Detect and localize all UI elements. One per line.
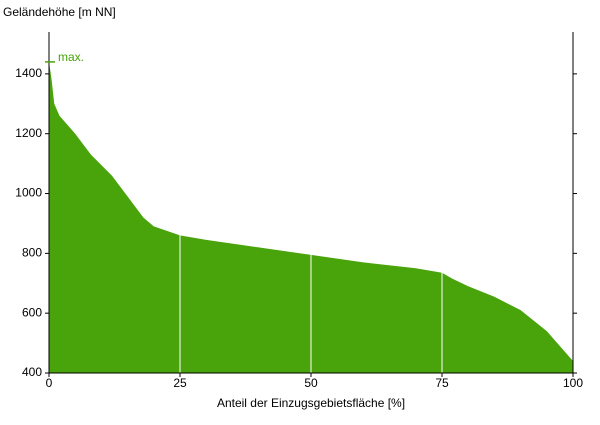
x-tick-label: 100 <box>563 376 583 390</box>
x-tick-label: 25 <box>173 376 187 390</box>
max-label: max. <box>58 50 84 64</box>
x-tick-label: 75 <box>435 376 449 390</box>
x-tick-label: 0 <box>46 376 53 390</box>
chart-title: Geländehöhe [m NN] <box>3 5 116 19</box>
y-tick-label: 800 <box>22 246 42 260</box>
y-tick-label: 400 <box>22 365 42 379</box>
x-axis-label: Anteil der Einzugsgebietsfläche [%] <box>217 396 405 410</box>
y-tick-label: 1200 <box>15 126 42 140</box>
y-tick-label: 1400 <box>15 66 42 80</box>
y-tick-label: 600 <box>22 305 42 319</box>
y-tick-label: 1000 <box>15 186 42 200</box>
x-tick-label: 50 <box>304 376 318 390</box>
